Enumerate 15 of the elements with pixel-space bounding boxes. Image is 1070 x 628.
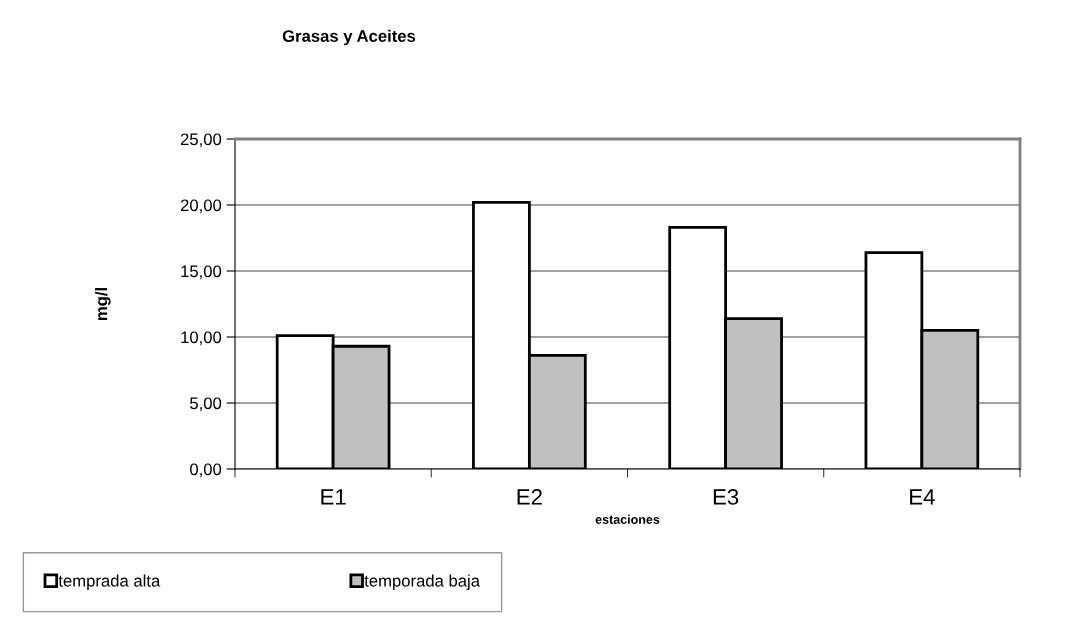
legend-label: temporada baja (364, 574, 481, 590)
y-tick-label: 0,00 (190, 463, 222, 478)
legend-label: temprada alta (58, 574, 161, 590)
chart-title: Grasas y Aceites (282, 29, 416, 46)
x-tick-label: E4 (910, 489, 935, 505)
y-tick-label: 5,00 (190, 397, 222, 412)
y-tick-label: 20,00 (180, 199, 222, 214)
y-tick-label: 25,00 (180, 133, 222, 148)
x-tick-label: E2 (517, 489, 542, 505)
y-axis-title: mg/l (95, 288, 111, 321)
x-axis-title: estaciones (595, 514, 660, 524)
x-tick-label: E1 (321, 489, 346, 505)
x-tick-label: E3 (713, 489, 739, 505)
y-tick-label: 15,00 (181, 265, 222, 280)
y-tick-label: 10,00 (181, 331, 222, 346)
